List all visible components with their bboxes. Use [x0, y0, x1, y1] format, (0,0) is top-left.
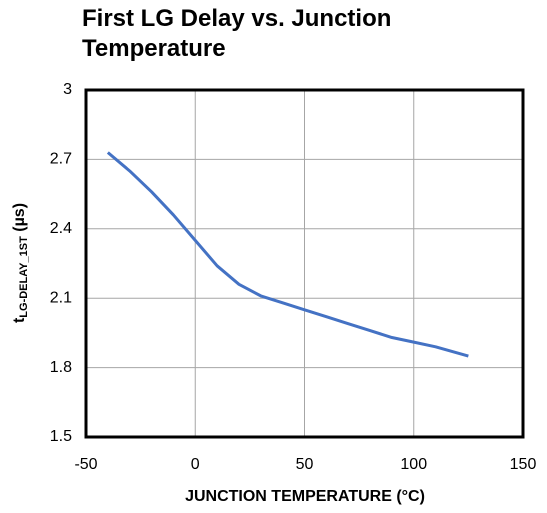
- x-tick-label: 0: [191, 456, 200, 473]
- y-tick-label: 3: [63, 81, 72, 98]
- y-tick-label: 2.1: [50, 289, 72, 306]
- y-axis-title-unit: (µs): [11, 203, 28, 236]
- x-tick-label: 100: [400, 456, 427, 473]
- data-line: [106, 151, 469, 358]
- y-tick-label: 1.5: [50, 428, 72, 445]
- y-tick-label: 1.8: [50, 359, 72, 376]
- x-tick-label: 150: [510, 456, 537, 473]
- plot-border: [84, 88, 525, 439]
- x-axis-title: JUNCTION TEMPERATURE (°C): [185, 488, 425, 505]
- y-axis-title: tLG-DELAY_1ST (µs): [11, 203, 30, 323]
- chart-title: First LG Delay vs. Junction Temperature: [82, 5, 392, 62]
- y-tick-label: 2.7: [50, 151, 72, 168]
- y-tick-label: 2.4: [50, 220, 72, 237]
- y-axis-title-main: t: [11, 317, 28, 323]
- x-tick-label: 50: [296, 456, 314, 473]
- x-tick-label: -50: [74, 456, 97, 473]
- y-axis-title-sub: LG-DELAY_1ST: [18, 236, 30, 318]
